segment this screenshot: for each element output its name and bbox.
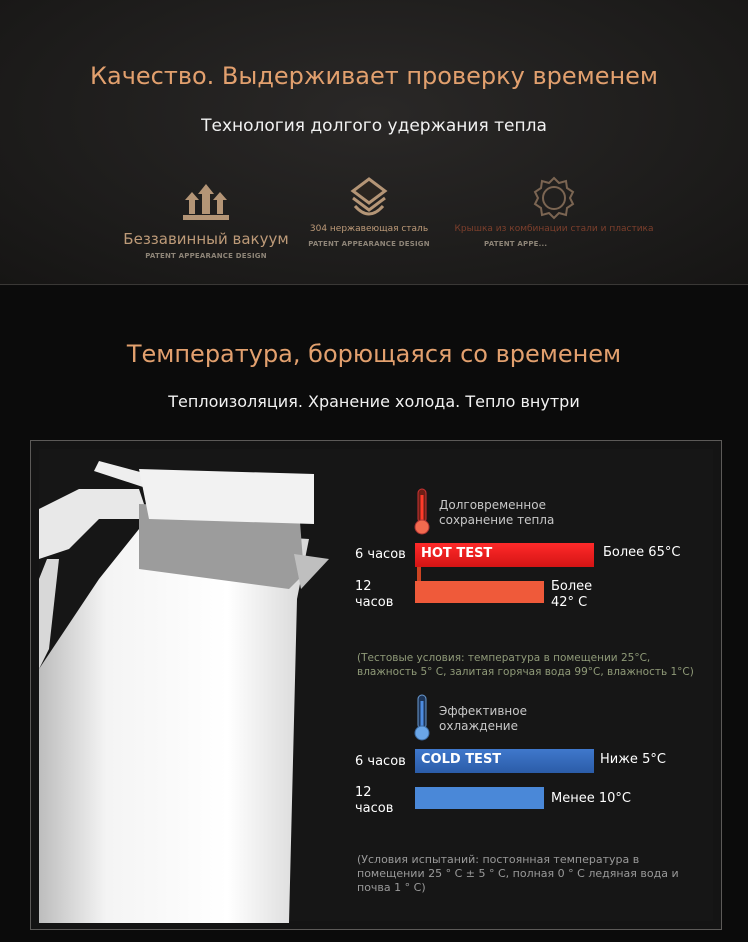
cold-heading: Эффективное охлаждение: [439, 704, 527, 733]
hot-row-6h-time: 6 часов: [355, 547, 406, 562]
test-frame: Долговременное сохранение тепла 6 часов …: [30, 440, 722, 930]
quality-title: Качество. Выдерживает проверку временем: [89, 62, 659, 90]
hot-thermometer-icon: [414, 488, 430, 535]
hot-heading: Долговременное сохранение тепла: [439, 498, 555, 527]
cold-row-6h-time: 6 часов: [355, 754, 406, 769]
feature-sub: PATENT APPE...: [484, 240, 548, 248]
hot-row-12h-result: Более 42° C: [551, 579, 593, 610]
feature-lid: Крышка из комбинации стали и пластика PA…: [444, 174, 664, 248]
cold-row-6h-result: Ниже 5°C: [600, 752, 666, 767]
quality-subtitle: Технология долгого удержания тепла: [201, 116, 547, 136]
arrows-up-icon: [96, 176, 316, 222]
hot-test-note: (Тестовые условия: температура в помещен…: [357, 652, 694, 678]
gear-icon: [444, 174, 664, 220]
quality-section: Качество. Выдерживает проверку временем …: [0, 0, 748, 285]
feature-label: Беззавинный вакуум: [123, 230, 289, 248]
feature-vacuum: Беззавинный вакуум PATENT APPEARANCE DES…: [96, 176, 316, 260]
feature-sub: PATENT APPEARANCE DESIGN: [308, 240, 430, 248]
cold-test-note: (Условия испытаний: постоянная температу…: [357, 853, 679, 894]
cold-bar-6h: COLD TEST: [415, 749, 594, 773]
hot-row-12h-time: 12 часов: [355, 579, 394, 610]
thermos-jug-image: [39, 461, 329, 923]
temperature-title: Температура, борющаяся со временем: [126, 340, 622, 368]
hot-bar-6h: HOT TEST: [415, 543, 594, 567]
cold-bar-12h: [415, 787, 544, 809]
layers-icon: [259, 174, 479, 220]
cold-row-12h-result: Менее 10°C: [551, 791, 631, 806]
feature-label: 304 нержавеющая сталь: [309, 224, 429, 234]
cold-row-12h-time: 12 часов: [355, 785, 394, 816]
hot-row-6h-result: Более 65°C: [603, 545, 681, 560]
feature-label: Крышка из комбинации стали и пластика: [454, 224, 654, 234]
temperature-subtitle: Теплоизоляция. Хранение холода. Тепло вн…: [168, 392, 580, 411]
feature-steel: 304 нержавеющая сталь PATENT APPEARANCE …: [259, 174, 479, 248]
feature-sub: PATENT APPEARANCE DESIGN: [145, 252, 267, 260]
hot-bar-12h: [415, 581, 544, 603]
cold-thermometer-icon: [414, 694, 430, 741]
